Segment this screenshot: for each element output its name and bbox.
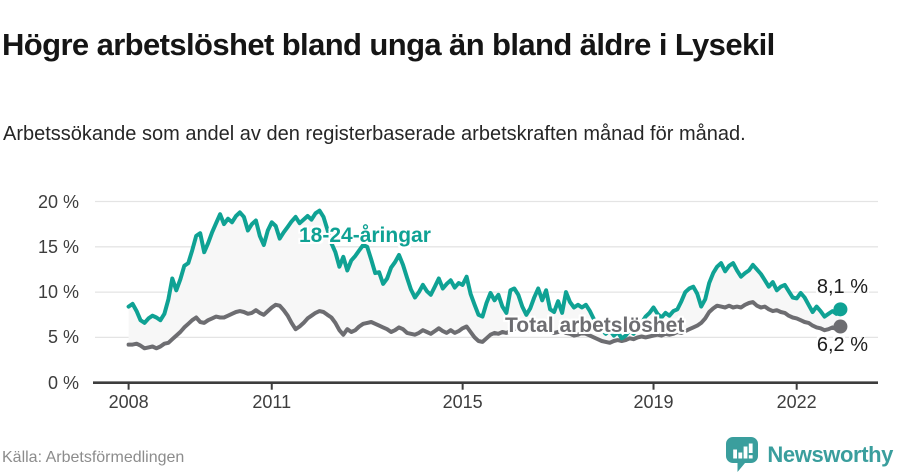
y-axis-label: 20 % xyxy=(37,191,79,212)
bar-3 xyxy=(744,446,748,459)
y-axis-label: 15 % xyxy=(37,236,79,257)
series-line-total xyxy=(126,300,843,351)
bar-1 xyxy=(733,449,738,459)
end-dot-18-24 xyxy=(833,302,848,317)
page-title: Högre arbetslöshet bland unga än bland ä… xyxy=(2,26,775,62)
y-axis-label: 10 % xyxy=(37,282,79,303)
exclamation-stem xyxy=(749,443,754,453)
x-axis-label: 2011 xyxy=(252,392,292,412)
x-axis-label: 2019 xyxy=(633,392,674,412)
x-axis-label: 2015 xyxy=(442,392,483,412)
end-value-label-total: 6,2 % xyxy=(816,334,868,356)
y-axis-label: 0 % xyxy=(47,372,79,393)
x-axis-label: 2022 xyxy=(776,392,817,412)
brand-logo: Newsworthy xyxy=(725,436,893,473)
end-value-label-18-24: 8,1 % xyxy=(816,276,868,298)
x-axis-label: 2008 xyxy=(108,392,149,412)
exclamation-dot xyxy=(749,455,754,459)
source-note: Källa: Arbetsförmedlingen xyxy=(2,449,185,466)
newsworthy-chart-bubble-icon xyxy=(726,437,759,472)
y-axis-label: 5 % xyxy=(47,327,79,348)
end-dot-total xyxy=(833,319,848,334)
series-label-18-24: 18-24-åringar xyxy=(299,224,431,247)
brand-name: Newsworthy xyxy=(767,441,893,467)
bar-2 xyxy=(738,452,743,459)
series-label-total: Total arbetslöshet xyxy=(505,314,685,337)
series-line-18-24 xyxy=(126,208,843,341)
page-subtitle: Arbetssökande som andel av den registerb… xyxy=(3,123,746,145)
fill-between-area xyxy=(128,210,841,349)
